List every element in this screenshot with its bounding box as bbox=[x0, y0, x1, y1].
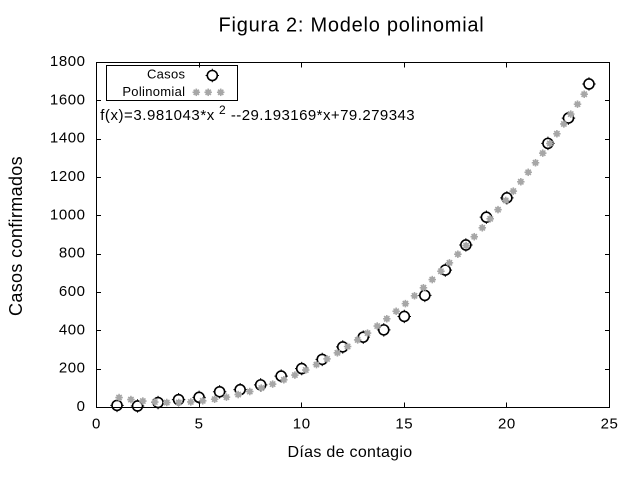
svg-text:400: 400 bbox=[59, 321, 86, 338]
svg-text:Casos confirmados: Casos confirmados bbox=[6, 156, 26, 316]
svg-text:Figura 2: Modelo polinomial: Figura 2: Modelo polinomial bbox=[219, 15, 485, 37]
svg-text:1600: 1600 bbox=[50, 91, 86, 108]
svg-text:800: 800 bbox=[59, 245, 86, 262]
svg-text:10: 10 bbox=[293, 416, 311, 433]
svg-text:600: 600 bbox=[59, 283, 86, 300]
svg-text:1400: 1400 bbox=[50, 130, 86, 147]
svg-text:Casos: Casos bbox=[147, 66, 186, 81]
svg-text:20: 20 bbox=[498, 416, 516, 433]
svg-text:1000: 1000 bbox=[50, 206, 86, 223]
svg-text:0: 0 bbox=[77, 398, 86, 415]
svg-text:Días de contagio: Días de contagio bbox=[288, 444, 413, 461]
svg-text:1800: 1800 bbox=[50, 53, 86, 70]
svg-text:1200: 1200 bbox=[50, 168, 86, 185]
svg-text:25: 25 bbox=[601, 416, 619, 433]
svg-text:f(x)=3.981043*x2 --29.193169*x: f(x)=3.981043*x 2 --29.193169*x+79.279343 bbox=[100, 103, 415, 124]
svg-text:0: 0 bbox=[92, 416, 101, 433]
svg-text:15: 15 bbox=[395, 416, 413, 433]
svg-text:Polinomial: Polinomial bbox=[122, 84, 185, 99]
svg-text:5: 5 bbox=[195, 416, 204, 433]
svg-text:200: 200 bbox=[59, 360, 86, 377]
